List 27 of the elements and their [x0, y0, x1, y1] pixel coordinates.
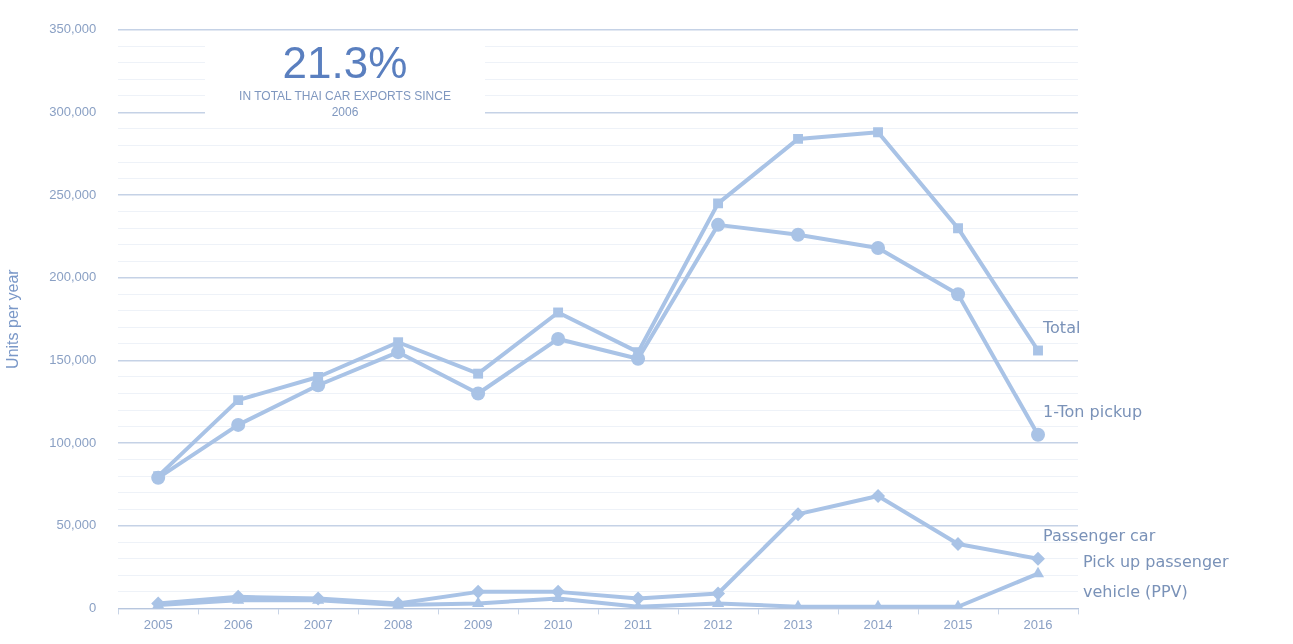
- series-label: Total: [1042, 317, 1081, 337]
- series-label: 1-Ton pickup: [1043, 401, 1143, 421]
- x-tick-label: 2009: [463, 616, 493, 632]
- y-tick-label: 250,000: [49, 186, 97, 202]
- text: Pick up passenger vehicle (PPV): [1083, 551, 1229, 601]
- x-tick-label: 2010: [543, 616, 573, 632]
- x-tick-label: 2015: [943, 616, 973, 632]
- x-tick-label: 2011: [624, 616, 653, 632]
- x-tick-label: 2008: [383, 616, 413, 632]
- series-label: Passenger car: [1043, 525, 1156, 545]
- y-tick-label: 300,000: [49, 104, 97, 120]
- y-tick-label: 150,000: [49, 352, 97, 368]
- annotation: 21.3%: [281, 38, 409, 88]
- y-tick-label: 200,000: [49, 269, 97, 285]
- y-tick-label: 50,000: [56, 517, 97, 533]
- y-tick-label: 350,000: [49, 21, 97, 37]
- x-tick-label: 2012: [703, 616, 733, 632]
- x-tick-label: 2014: [863, 616, 893, 632]
- x-tick-label: 2007: [303, 616, 333, 632]
- x-tick-label: 2016: [1023, 616, 1053, 632]
- x-tick-label: 2005: [143, 616, 173, 632]
- x-tick-label: 2006: [223, 616, 253, 632]
- x-tick-label: 2013: [783, 616, 813, 632]
- y-tick-label: 0: [88, 599, 97, 615]
- annotation: IN TOTAL THAI CAR EXPORTS SINCE 2006: [238, 88, 452, 120]
- y-tick-label: 100,000: [49, 434, 97, 450]
- y-axis-title: Units per year: [4, 268, 22, 369]
